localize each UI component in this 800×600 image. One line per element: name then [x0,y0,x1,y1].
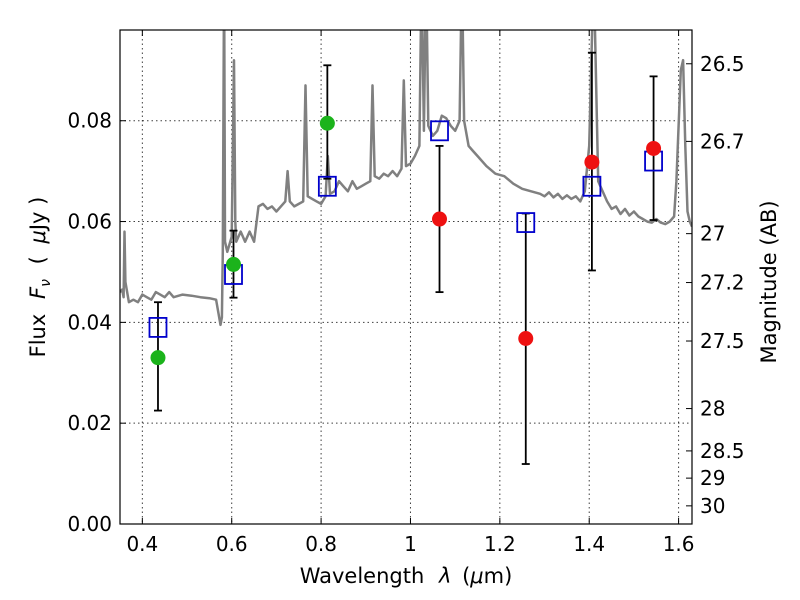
observed-point-red [584,154,600,170]
x-tick-label: 1.6 [663,532,695,556]
mag-tick-label: 29 [700,466,725,490]
mag-tick-label: 26.5 [700,52,745,76]
mag-tick-label: 26.7 [700,129,745,153]
y-tick-label: 0.06 [67,210,112,234]
y2-axis-title: Magnitude (AB) [757,200,781,363]
mag-tick-label: 28.5 [700,439,745,463]
axes: 0.4 0.6 0.8 1 1.2 1.4 1.6 0.00 0.02 0.04 0.06 0.08 2… [67,30,745,556]
template-spectrum-line [120,30,692,327]
mag-tick-label: 27.2 [700,271,745,295]
x-tick-label: 0.6 [216,532,248,556]
plot-frame [119,29,693,525]
model-photometry-box [317,175,337,197]
x-tick-label: 1 [404,532,417,556]
mag-tick-label: 27.5 [700,329,745,353]
y-axis-title: Flux Fν ( μJy ) [26,197,55,358]
observed-point-red [432,211,448,227]
model-photometry-box [582,175,602,197]
mag-tick-label: 27 [700,222,725,246]
observed-point-green [150,350,166,366]
observed-point-green [319,115,335,131]
model-photometry-box [148,317,168,338]
x-tick-label: 0.8 [305,532,337,556]
plot-area [120,30,692,465]
x-tick-label: 1.2 [484,532,516,556]
mag-tick-label: 28 [700,397,725,421]
x-tick-label: 1.4 [573,532,605,556]
observed-point-red [646,140,662,156]
mag-tick-label: 30 [700,494,725,518]
model-photometry-box [430,120,449,142]
y-tick-label: 0.02 [67,411,112,435]
y-tick-label: 0.00 [67,512,112,536]
x-axis-title: Wavelength λ (μm) [300,564,513,588]
observed-point-red [518,330,534,346]
y-tick-label: 0.04 [67,310,112,334]
model-photometry-box [516,212,536,233]
x-tick-label: 0.4 [126,532,158,556]
y-tick-label: 0.08 [67,109,112,133]
observed-point-green [226,256,242,272]
